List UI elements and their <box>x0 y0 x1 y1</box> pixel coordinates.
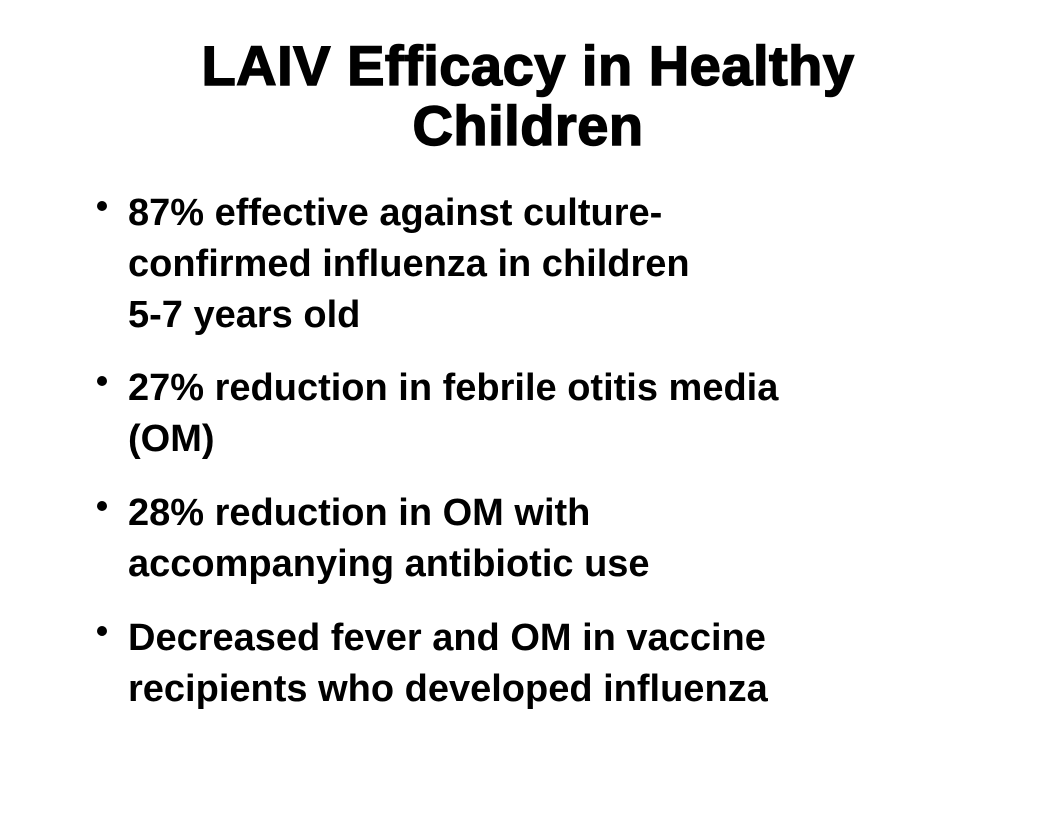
slide-title: LAIV Efficacy in Healthy <box>201 34 855 97</box>
bullet-dot <box>97 376 107 386</box>
bullet-text: accompanying antibiotic use <box>128 543 650 585</box>
bullet-text: 87% effective against culture- <box>128 192 663 234</box>
bullet-dot <box>97 501 107 511</box>
bullet-text: 27% reduction in febrile otitis media <box>128 367 779 409</box>
bullet-text: recipients who developed influenza <box>128 668 768 710</box>
slide-title: Children <box>412 94 644 157</box>
bullet-text: Decreased fever and OM in vaccine <box>128 617 766 659</box>
bullet-text: confirmed influenza in children <box>128 243 690 285</box>
bullet-text: (OM) <box>128 418 215 460</box>
bullet-dot <box>97 626 107 636</box>
bullet-text: 5-7 years old <box>128 294 361 336</box>
bullet-dot <box>97 201 107 211</box>
bullet-text: 28% reduction in OM with <box>128 492 591 534</box>
